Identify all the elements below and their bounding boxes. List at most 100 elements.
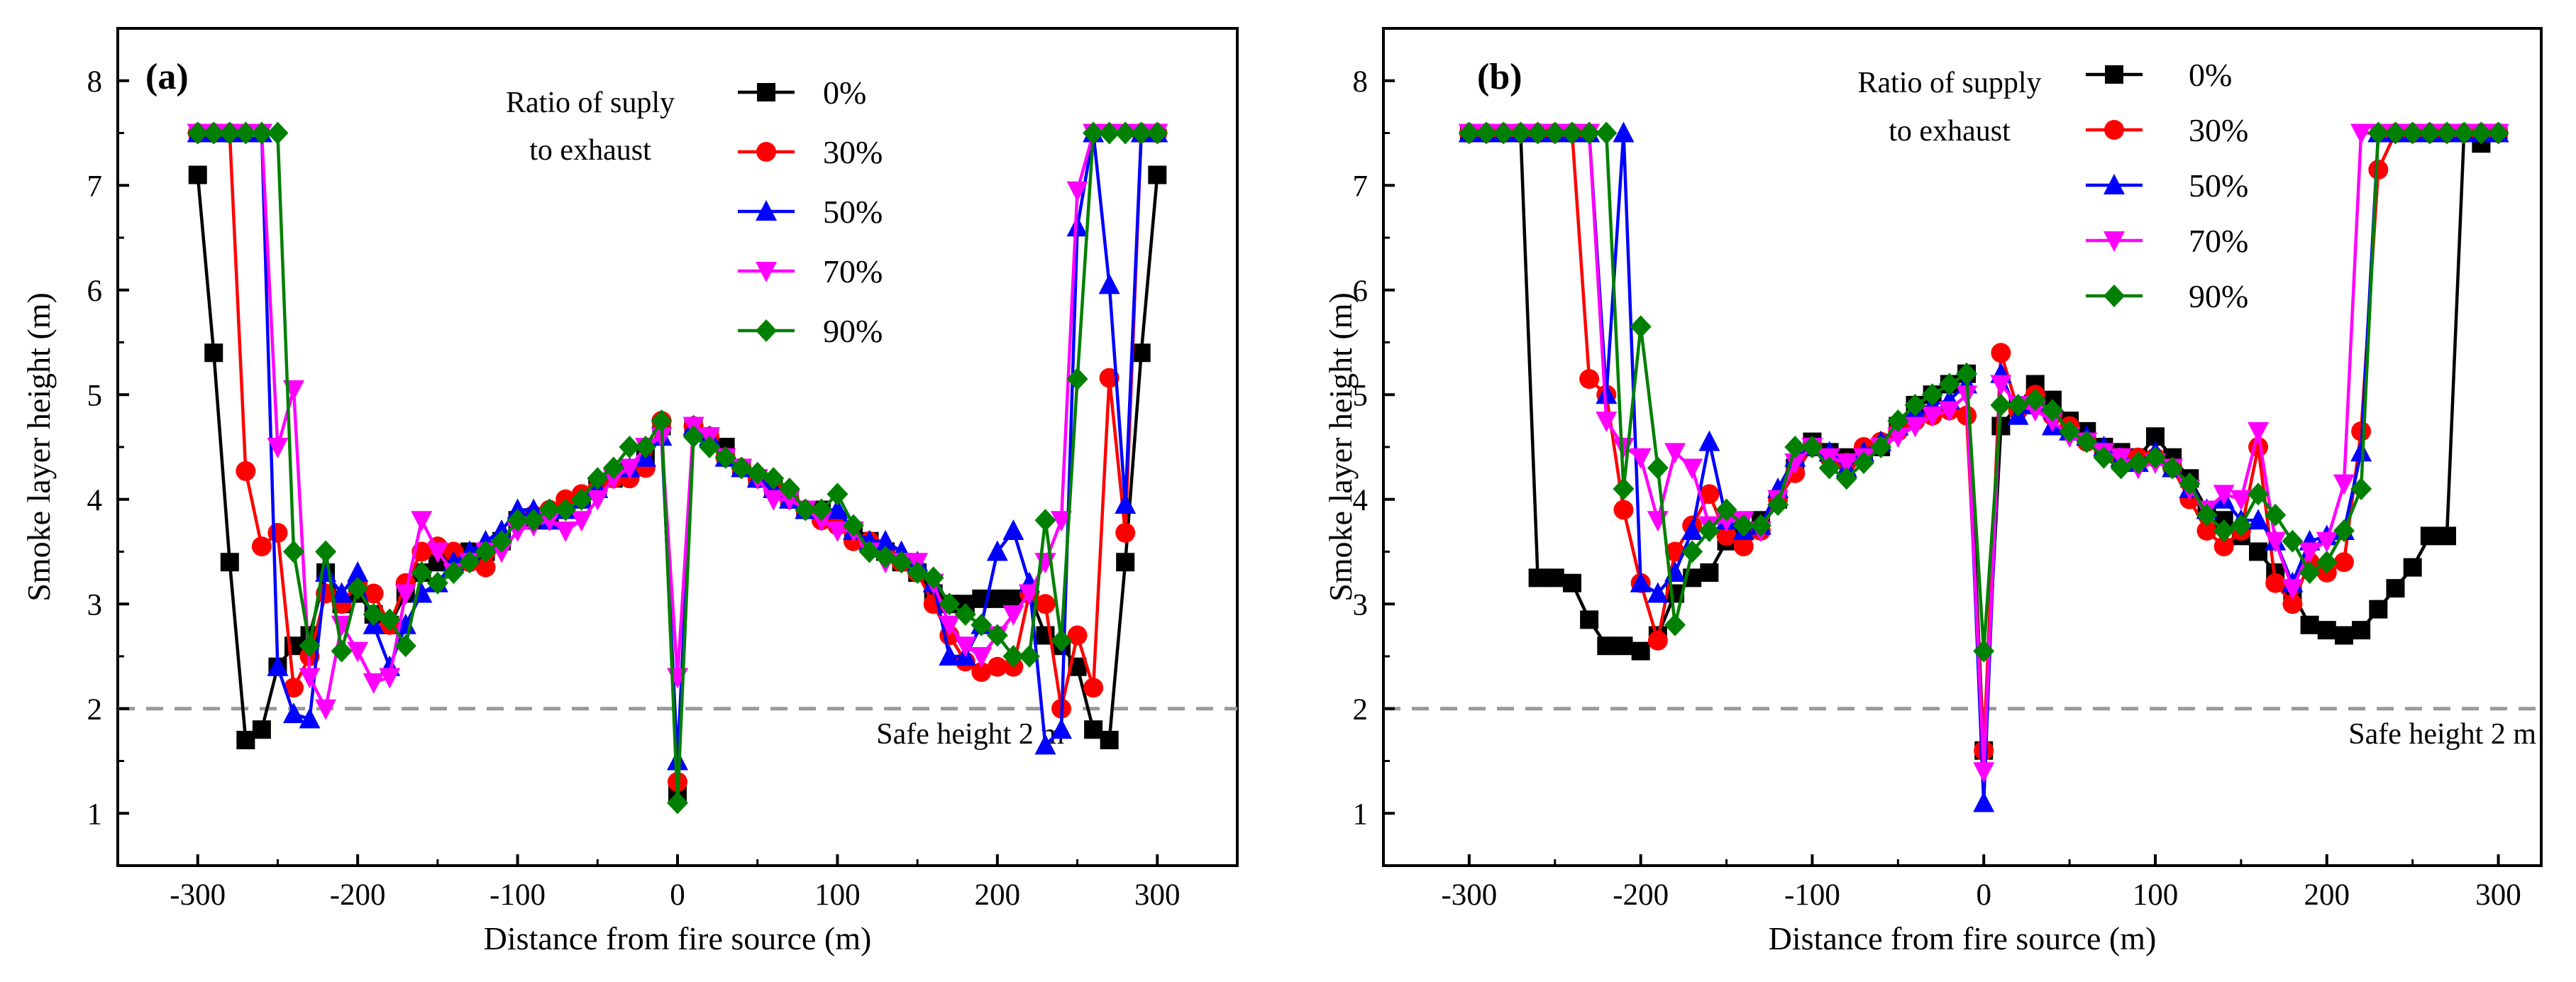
data-point <box>634 436 656 458</box>
data-point <box>763 467 785 490</box>
data-point <box>2213 536 2234 557</box>
data-point <box>1018 645 1040 668</box>
x-tick-label: 0 <box>1976 878 1991 912</box>
data-point <box>2316 531 2338 553</box>
data-point <box>1664 613 1686 636</box>
data-point <box>299 668 321 689</box>
data-point <box>2317 621 2336 640</box>
data-point <box>570 511 592 532</box>
data-point <box>1631 641 1650 661</box>
data-point <box>1887 427 1909 448</box>
data-point <box>1715 498 1737 522</box>
data-point <box>2196 521 2217 541</box>
data-point <box>570 487 592 511</box>
data-point <box>235 121 257 145</box>
data-point <box>1630 571 1652 592</box>
data-point <box>2059 419 2081 443</box>
data-point <box>667 791 688 815</box>
data-point <box>1698 430 1720 451</box>
data-point <box>1990 394 2012 416</box>
legend-item-label: 30% <box>823 134 883 170</box>
data-point <box>363 673 385 694</box>
data-point <box>1148 165 1167 184</box>
data-point <box>523 509 545 532</box>
data-point <box>1733 536 1754 557</box>
data-point <box>1116 553 1135 572</box>
data-point <box>251 536 272 557</box>
data-point <box>954 603 976 626</box>
data-point <box>1991 343 2011 363</box>
data-point <box>1870 436 1892 458</box>
data-point <box>491 529 513 553</box>
data-point <box>2024 388 2046 412</box>
data-point <box>1784 436 1806 458</box>
data-point <box>1002 645 1024 668</box>
data-point <box>2110 456 2132 480</box>
data-point <box>1476 121 1498 145</box>
data-point <box>2367 121 2389 145</box>
data-point <box>2299 542 2321 563</box>
data-point <box>1132 343 1151 363</box>
data-point <box>538 498 560 522</box>
series-90pct <box>187 121 1168 815</box>
data-point <box>1956 362 1978 385</box>
data-point <box>1051 718 1073 739</box>
legend-title-line: Ratio of suply <box>506 87 675 119</box>
data-point <box>746 461 768 485</box>
data-point <box>1034 509 1056 532</box>
data-point <box>1130 121 1152 145</box>
data-point <box>2248 482 2270 506</box>
data-point <box>939 615 961 636</box>
data-point <box>1579 369 1600 390</box>
data-point <box>267 438 289 458</box>
data-point <box>236 731 255 749</box>
data-point <box>1084 720 1103 739</box>
data-point <box>795 498 817 522</box>
data-point <box>491 542 513 563</box>
data-point <box>331 639 353 663</box>
data-point <box>954 636 976 658</box>
data-point <box>331 582 353 603</box>
legend-title-line: Ratio of supply <box>1858 67 2042 99</box>
data-point <box>394 584 416 605</box>
data-point <box>426 571 448 595</box>
data-point <box>188 165 207 184</box>
legend-swatch-marker <box>757 83 775 101</box>
chart-panel-a: Safe height 2 m -300 -200 -100 0 100 200 300 1 2 3… <box>21 27 1239 956</box>
data-point <box>682 425 704 448</box>
data-point <box>1732 514 1754 537</box>
data-point <box>1630 315 1652 338</box>
data-point <box>2145 446 2166 469</box>
data-point <box>971 647 993 668</box>
legend-swatch-marker <box>756 142 776 162</box>
legend: Ratio of suply to exhaust 0% 30% 50% 70% 90% <box>506 75 883 349</box>
data-point <box>1545 568 1564 587</box>
data-point <box>219 121 241 145</box>
data-point <box>1852 451 1874 475</box>
data-point <box>827 498 848 519</box>
y-tick-label: 3 <box>87 588 103 622</box>
data-point <box>394 634 416 658</box>
legend-item-label: 50% <box>2189 167 2248 204</box>
data-point <box>187 121 209 145</box>
data-point <box>2230 514 2252 537</box>
data-point <box>538 511 560 532</box>
data-point <box>939 592 961 616</box>
data-point <box>2282 579 2304 600</box>
data-point <box>988 589 1007 608</box>
data-point <box>2352 621 2371 640</box>
data-point <box>411 511 433 532</box>
data-point <box>602 469 624 490</box>
data-point <box>1493 121 1515 145</box>
data-point <box>1067 625 1088 646</box>
legend-swatch-marker <box>2105 65 2123 84</box>
data-point <box>363 583 384 604</box>
data-point <box>267 522 288 543</box>
data-point <box>651 409 673 433</box>
data-point <box>2369 600 2388 619</box>
data-point <box>1034 734 1056 755</box>
data-point <box>2249 542 2268 561</box>
data-point <box>1579 121 1601 145</box>
data-point <box>1066 181 1088 202</box>
data-point <box>1562 573 1581 592</box>
